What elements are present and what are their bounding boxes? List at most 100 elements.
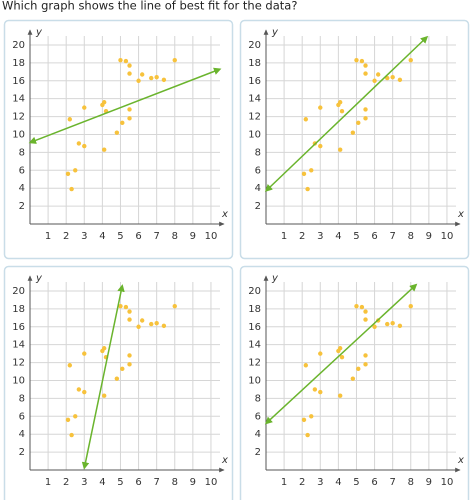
- point: [397, 77, 403, 83]
- point: [359, 58, 365, 64]
- y-axis-label: y: [35, 273, 43, 284]
- y-axis-label: y: [271, 273, 279, 284]
- point: [65, 171, 71, 177]
- x-tick-label: 3: [81, 231, 87, 242]
- point: [354, 57, 359, 63]
- point: [139, 318, 145, 323]
- point: [350, 376, 356, 381]
- x-tick-label: 2: [299, 231, 305, 242]
- point: [375, 72, 381, 77]
- x-axis-label: x: [457, 209, 464, 220]
- point: [390, 74, 395, 80]
- y-tick-label: 10: [248, 375, 261, 386]
- point: [101, 346, 107, 351]
- point: [363, 317, 368, 322]
- point: [337, 393, 343, 398]
- point: [385, 321, 390, 327]
- point: [127, 353, 132, 358]
- x-tick-label: 9: [190, 477, 196, 488]
- x-tick-label: 1: [281, 477, 287, 488]
- point: [127, 116, 132, 121]
- point: [149, 321, 154, 327]
- point: [363, 309, 368, 314]
- x-tick-label: 8: [172, 477, 178, 488]
- point: [363, 71, 368, 76]
- point: [101, 393, 107, 398]
- point: [127, 309, 132, 314]
- x-tick-label: 6: [371, 477, 377, 488]
- point: [318, 389, 323, 395]
- y-tick-label: 4: [19, 183, 25, 194]
- fit-line: [28, 67, 222, 144]
- y-tick-label: 2: [19, 447, 25, 458]
- x-tick-label: 7: [389, 477, 395, 488]
- x-tick-label: 10: [441, 477, 454, 488]
- x-axis-label: x: [221, 455, 228, 466]
- point: [305, 432, 310, 438]
- y-tick-label: 8: [255, 393, 261, 404]
- point: [114, 130, 120, 135]
- x-tick-label: 3: [317, 477, 323, 488]
- point: [73, 168, 78, 173]
- point: [337, 346, 343, 351]
- point: [363, 362, 368, 367]
- y-tick-label: 4: [19, 429, 25, 440]
- x-tick-label: 10: [205, 231, 218, 242]
- point: [120, 120, 125, 126]
- point: [101, 100, 107, 105]
- point: [123, 58, 129, 64]
- y-tick-label: 12: [248, 112, 261, 123]
- y-tick-label: 12: [248, 358, 261, 369]
- x-tick-label: 2: [63, 231, 69, 242]
- x-axis-label: x: [457, 455, 464, 466]
- x-tick-label: 4: [335, 231, 341, 242]
- y-tick-label: 16: [248, 322, 261, 333]
- point: [127, 317, 132, 322]
- y-tick-label: 14: [12, 94, 25, 105]
- question: Which graph shows the line of best fit f…: [2, 0, 297, 13]
- x-tick-label: 5: [117, 477, 123, 488]
- point: [123, 304, 129, 310]
- point: [339, 109, 345, 114]
- y-tick-label: 2: [255, 447, 261, 458]
- x-tick-label: 1: [45, 231, 51, 242]
- y-tick-label: 4: [255, 183, 261, 194]
- point: [161, 77, 167, 83]
- x-tick-label: 8: [408, 231, 414, 242]
- y-tick-label: 14: [12, 340, 25, 351]
- y-tick-label: 2: [19, 201, 25, 212]
- point: [76, 141, 82, 146]
- y-tick-label: 10: [12, 375, 25, 386]
- point: [118, 57, 123, 63]
- y-tick-label: 12: [12, 358, 25, 369]
- point: [101, 147, 107, 152]
- point: [172, 57, 177, 63]
- panel: [239, 19, 470, 260]
- panel: [239, 265, 470, 504]
- x-tick-label: 10: [441, 231, 454, 242]
- point: [69, 432, 74, 438]
- x-tick-label: 9: [190, 231, 196, 242]
- point: [120, 366, 125, 372]
- y-tick-label: 18: [12, 58, 25, 69]
- y-tick-label: 6: [19, 165, 25, 176]
- y-tick-label: 20: [12, 40, 25, 51]
- y-tick-label: 18: [12, 304, 25, 315]
- fit-line: [81, 284, 125, 470]
- y-tick-label: 10: [248, 129, 261, 140]
- point: [82, 389, 87, 395]
- point: [390, 320, 395, 326]
- y-tick-label: 6: [255, 411, 261, 422]
- point: [161, 323, 167, 329]
- point: [309, 414, 314, 419]
- x-tick-label: 2: [299, 477, 305, 488]
- point: [127, 71, 132, 76]
- point: [76, 387, 82, 392]
- y-axis-label: y: [271, 27, 279, 38]
- point: [318, 143, 323, 149]
- x-tick-label: 1: [45, 477, 51, 488]
